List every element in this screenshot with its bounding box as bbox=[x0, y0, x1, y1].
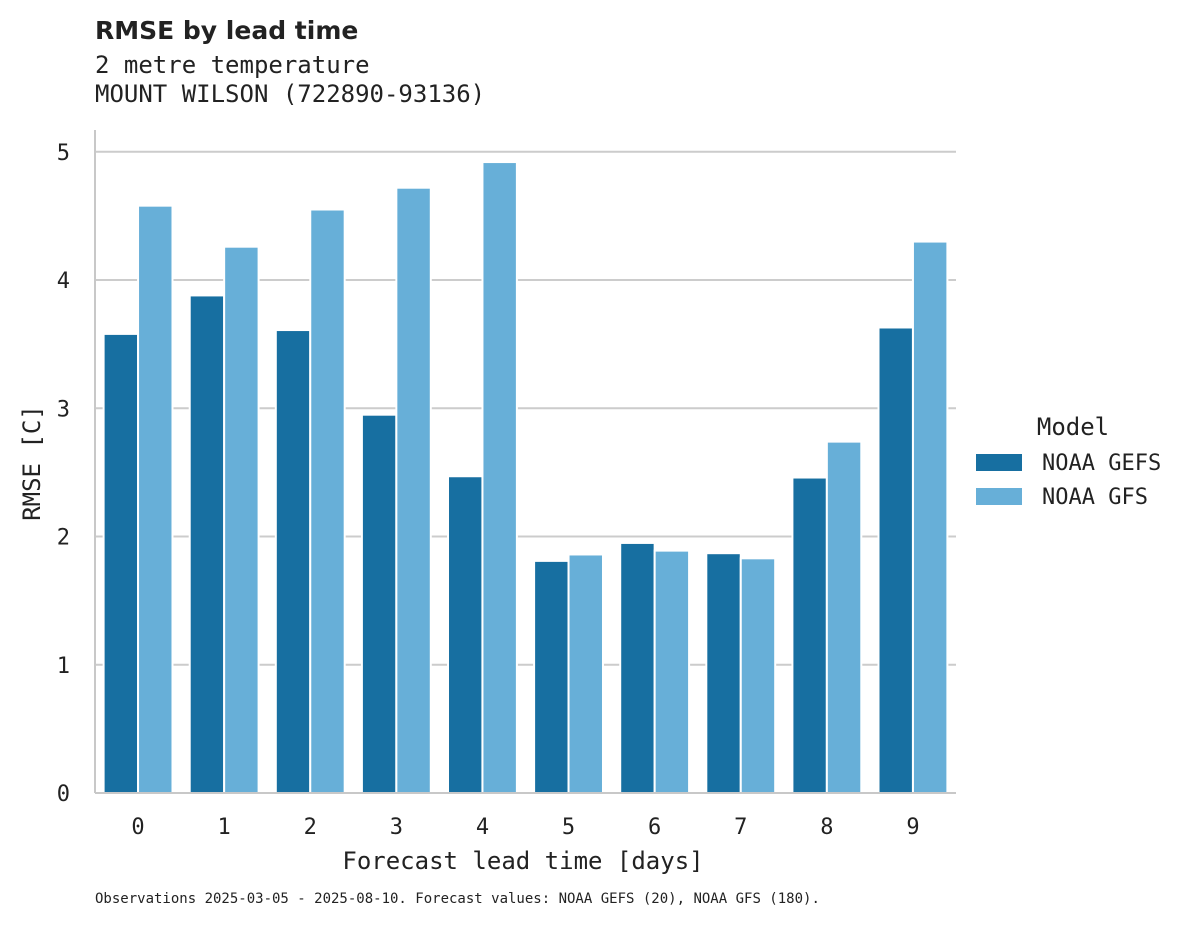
y-tick-labels: 0 1 2 3 4 5 bbox=[57, 141, 70, 807]
bar-noaa-gfs-day-6 bbox=[653, 549, 691, 795]
bar-noaa-gfs-day-3 bbox=[395, 186, 432, 794]
legend-title: Model bbox=[1037, 413, 1109, 441]
chart-footnote: Observations 2025-03-05 - 2025-08-10. Fo… bbox=[95, 891, 820, 907]
bar-noaa-gefs-day-8 bbox=[791, 476, 828, 794]
bar-noaa-gfs-day-8 bbox=[825, 440, 863, 794]
bar-noaa-gefs-day-4 bbox=[447, 475, 484, 794]
y-tick-label: 4 bbox=[57, 269, 70, 294]
bar-noaa-gefs-day-0 bbox=[102, 332, 140, 794]
x-tick-label: 8 bbox=[820, 815, 833, 840]
x-tick-label: 4 bbox=[476, 815, 489, 840]
y-tick-label: 2 bbox=[57, 526, 70, 551]
bar-noaa-gfs-day-5 bbox=[567, 553, 604, 794]
x-tick-label: 1 bbox=[218, 815, 231, 840]
bar-noaa-gefs-day-5 bbox=[533, 559, 570, 794]
bar-noaa-gfs-day-4 bbox=[481, 161, 518, 795]
bar-noaa-gefs-day-6 bbox=[619, 541, 656, 795]
y-tick-label: 5 bbox=[57, 141, 70, 166]
bar-noaa-gefs-day-1 bbox=[188, 294, 226, 794]
legend-entry-label: NOAA GFS bbox=[1042, 485, 1148, 510]
x-tick-label: 3 bbox=[390, 815, 403, 840]
x-axis-label: Forecast lead time [days] bbox=[342, 847, 703, 875]
y-tick-label: 1 bbox=[57, 654, 70, 679]
bar-noaa-gfs-day-7 bbox=[739, 557, 777, 795]
chart-subtitle-variable: 2 metre temperature bbox=[95, 51, 370, 79]
legend-swatch-noaa-gfs bbox=[976, 488, 1022, 505]
x-tick-label: 6 bbox=[648, 815, 661, 840]
x-tick-label: 9 bbox=[906, 815, 919, 840]
bar-noaa-gfs-day-0 bbox=[137, 204, 174, 795]
y-tick-label: 3 bbox=[57, 397, 70, 422]
y-tick-label: 0 bbox=[57, 782, 70, 807]
chart-title: RMSE by lead time bbox=[95, 16, 359, 45]
bars bbox=[102, 161, 949, 795]
bar-noaa-gefs-day-7 bbox=[705, 552, 742, 794]
bar-noaa-gfs-day-9 bbox=[911, 240, 949, 794]
bar-noaa-gfs-day-1 bbox=[223, 245, 260, 795]
x-tick-label: 2 bbox=[304, 815, 317, 840]
legend-entry-label: NOAA GEFS bbox=[1042, 451, 1161, 476]
bar-noaa-gefs-day-9 bbox=[877, 326, 914, 794]
y-axis-label: RMSE [C] bbox=[18, 405, 46, 521]
axes bbox=[94, 130, 956, 794]
x-tick-label: 5 bbox=[562, 815, 575, 840]
chart-subtitle-station: MOUNT WILSON (722890-93136) bbox=[95, 80, 486, 108]
bar-noaa-gefs-day-3 bbox=[360, 413, 398, 794]
legend: Model NOAA GEFS NOAA GFS bbox=[976, 413, 1161, 510]
x-tick-labels: 0 1 2 3 4 5 6 7 8 9 bbox=[131, 815, 919, 840]
x-tick-label: 0 bbox=[131, 815, 144, 840]
bar-noaa-gefs-day-2 bbox=[274, 329, 312, 794]
x-tick-label: 7 bbox=[734, 815, 747, 840]
bar-noaa-gfs-day-2 bbox=[309, 208, 346, 794]
legend-swatch-noaa-gefs bbox=[976, 454, 1022, 471]
